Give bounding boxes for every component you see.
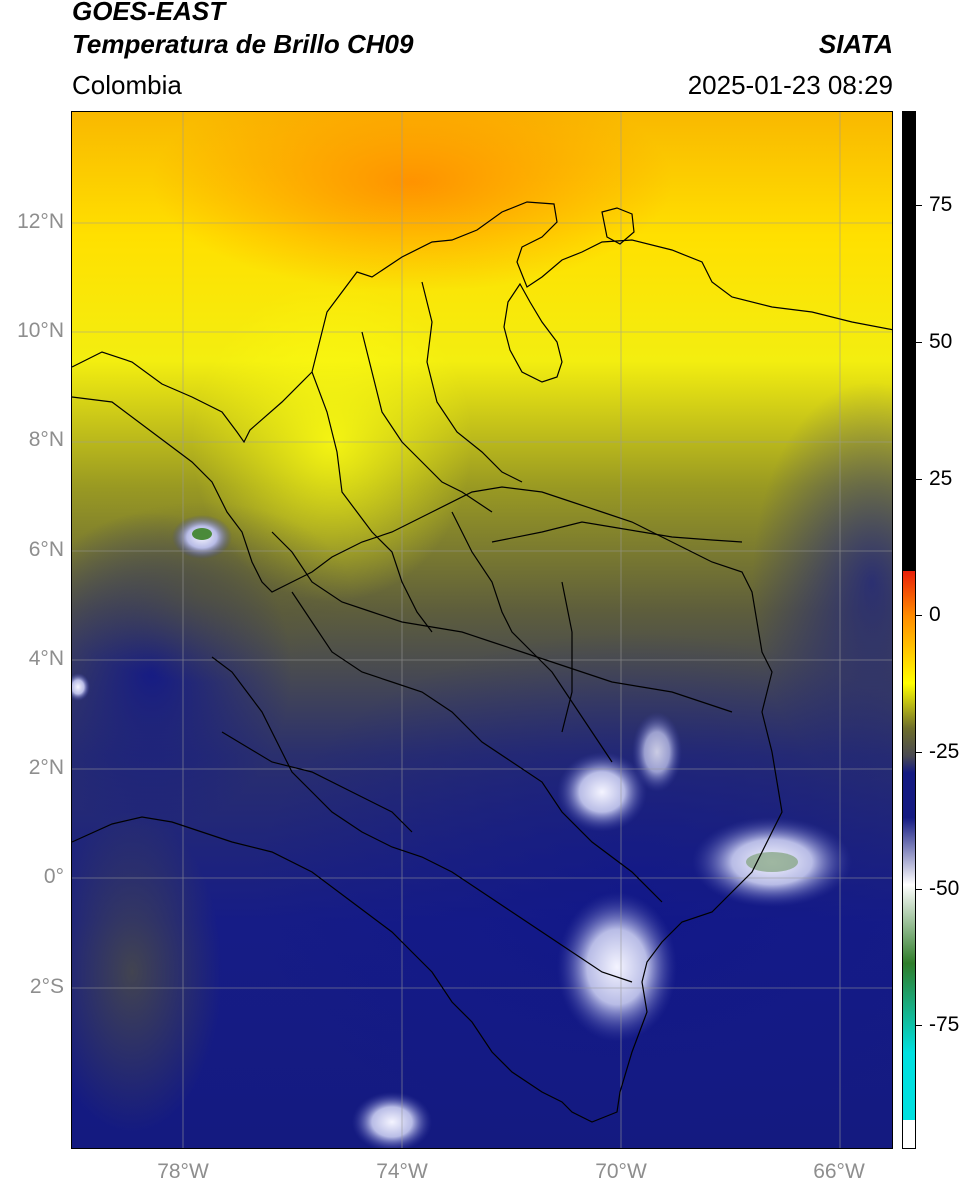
lon-label-78w: 78°W	[157, 1160, 209, 1183]
colorbar-tick	[916, 615, 922, 616]
colorbar-label-25: 25	[929, 467, 953, 490]
lat-label-6n: 6°N	[28, 538, 64, 561]
lat-label-12n: 12°N	[17, 210, 64, 233]
lat-label-0: 0°	[43, 865, 64, 888]
colorbar	[902, 111, 916, 1149]
colorbar-tick	[916, 889, 922, 890]
lat-label-8n: 8°N	[28, 428, 64, 451]
colorbar-label-50: 50	[929, 330, 953, 353]
colorbar-tick	[916, 479, 922, 480]
product-title: Temperatura de Brillo CH09	[72, 29, 414, 59]
colorbar-tick	[916, 1025, 922, 1026]
lat-label-2s: 2°S	[29, 975, 64, 998]
map-canvas	[72, 112, 892, 1148]
timestamp-label: 2025-01-23 08:29	[687, 70, 893, 100]
lon-label-74w: 74°W	[376, 1160, 428, 1183]
lon-label-70w: 70°W	[595, 1160, 647, 1183]
colorbar-label-75: 75	[929, 193, 953, 216]
colorbar-tick	[916, 342, 922, 343]
colorbar-tick	[916, 205, 922, 206]
colorbar-tick	[916, 752, 922, 753]
region-label: Colombia	[72, 70, 182, 100]
satellite-title: GOES-EAST	[72, 0, 226, 26]
lat-label-10n: 10°N	[17, 319, 64, 342]
lon-label-66w: 66°W	[813, 1160, 865, 1183]
colorbar-label-minus25: -25	[929, 740, 960, 763]
colorbar-label-0: 0	[929, 603, 941, 626]
lat-label-2n: 2°N	[28, 756, 64, 779]
colorbar-label-minus50: -50	[929, 877, 960, 900]
credit-label: SIATA	[818, 29, 893, 59]
lat-label-4n: 4°N	[28, 647, 64, 670]
colorbar-label-minus75: -75	[929, 1013, 960, 1036]
satellite-map	[71, 111, 893, 1149]
